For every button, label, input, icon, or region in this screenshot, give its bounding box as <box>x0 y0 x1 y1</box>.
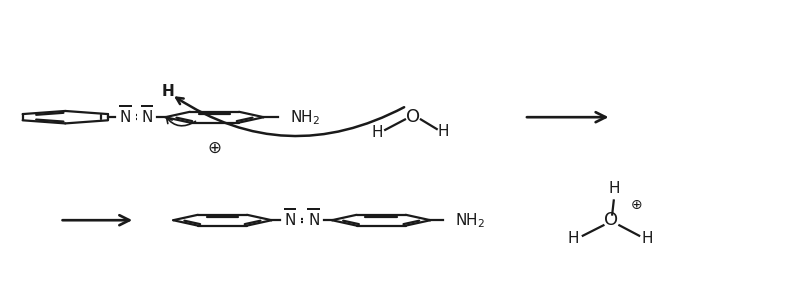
Text: ⊕: ⊕ <box>207 139 221 156</box>
Text: O: O <box>406 108 420 126</box>
Text: O: O <box>604 211 619 229</box>
Text: N: N <box>141 110 153 125</box>
Text: NH$_2$: NH$_2$ <box>455 211 485 230</box>
Text: H: H <box>372 125 383 140</box>
Text: N: N <box>120 110 131 125</box>
Text: N: N <box>284 213 296 228</box>
Text: H: H <box>161 84 174 99</box>
Text: H: H <box>568 231 579 246</box>
Text: ⊕: ⊕ <box>631 198 642 212</box>
Text: NH$_2$: NH$_2$ <box>290 108 320 126</box>
Text: N: N <box>308 213 319 228</box>
Text: H: H <box>437 124 449 139</box>
Text: H: H <box>642 231 653 246</box>
Text: H: H <box>608 181 620 196</box>
